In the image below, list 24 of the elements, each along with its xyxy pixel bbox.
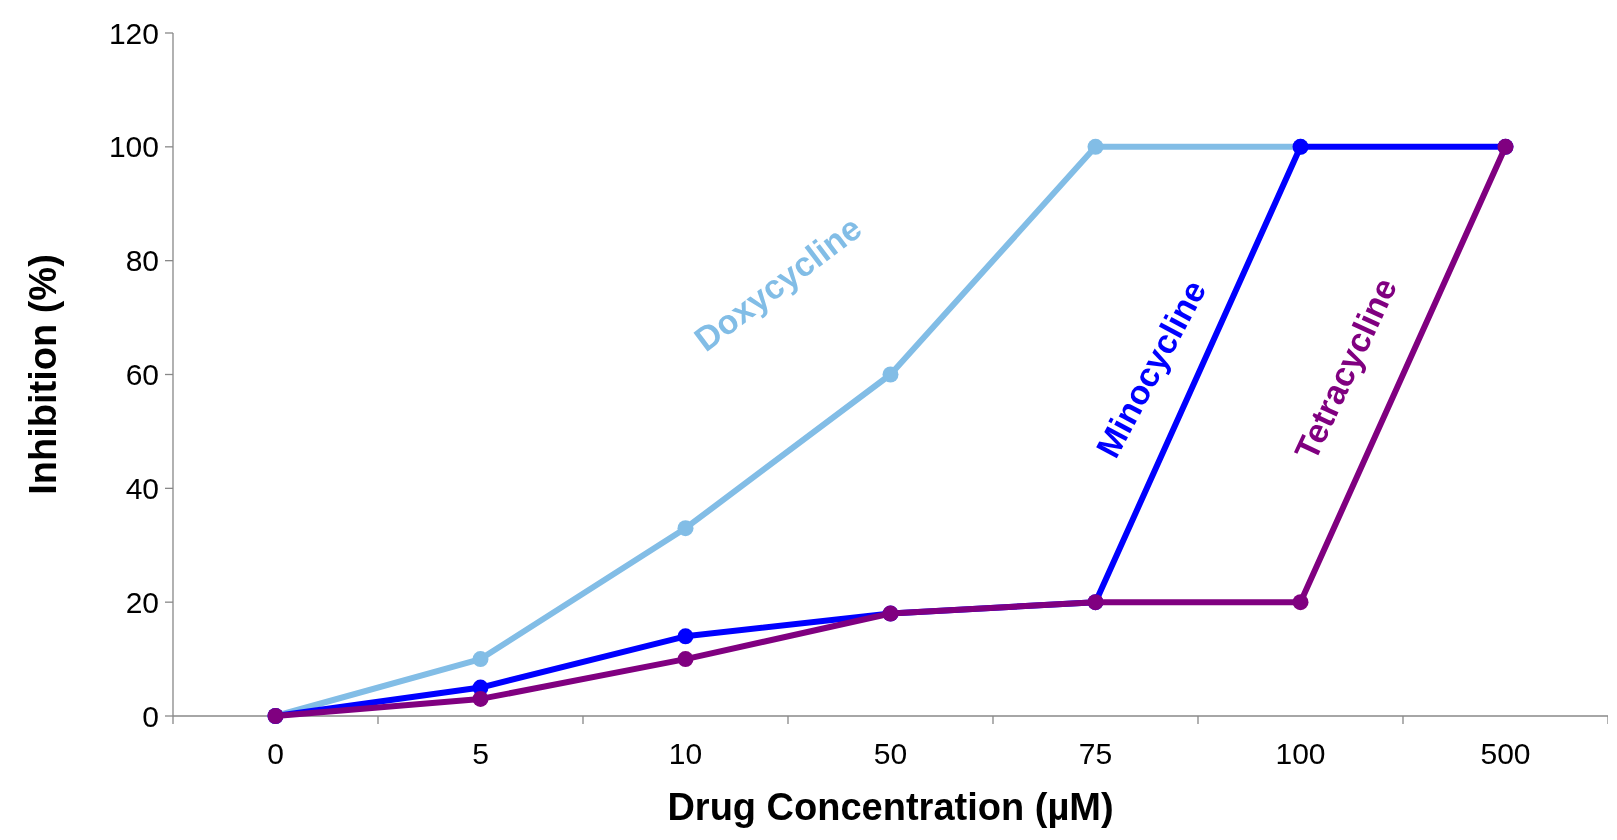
x-tick-label: 5 [472,737,489,770]
x-tick-label: 100 [1275,737,1326,770]
point [677,520,694,537]
x-tick-label: 75 [1078,737,1113,770]
x-tick-label: 0 [267,737,284,770]
y-tick-label: 100 [108,130,159,164]
point [1087,138,1104,155]
point [472,690,489,707]
y-tick-label: 60 [125,358,159,391]
point [677,651,694,668]
y-tick-label: 80 [125,244,159,278]
y-tick-label: 20 [125,585,159,619]
point [472,651,489,668]
y-tick-label: 40 [125,471,159,505]
point [882,366,899,383]
y-tick-label: 120 [108,16,159,50]
y-tick-label: 0 [142,699,159,733]
point [677,628,694,645]
point [1292,594,1309,611]
x-axis-title: Drug Concentration (µM) [667,786,1114,828]
x-tick-label: 500 [1480,737,1531,770]
y-axis-title: Inhibition (%) [22,254,64,495]
x-tick-label: 50 [873,737,908,770]
x-tick-label: 10 [668,737,703,770]
